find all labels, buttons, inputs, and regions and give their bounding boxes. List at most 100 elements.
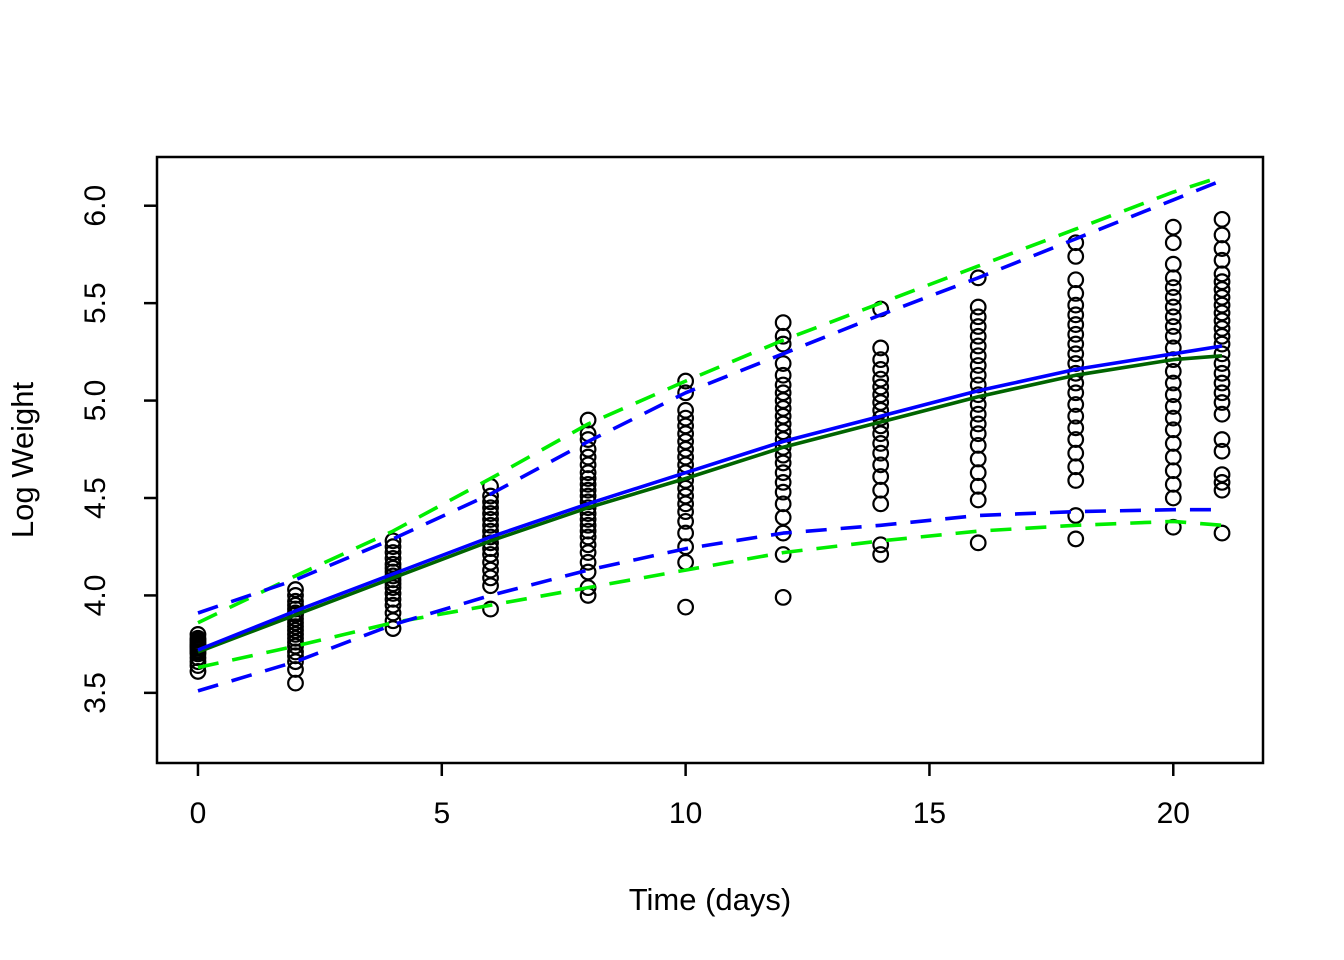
data-point (774, 355, 792, 372)
data-point (482, 511, 499, 528)
data-point (384, 596, 402, 614)
data-point (1213, 226, 1231, 244)
data-point (1067, 345, 1085, 363)
data-point (774, 314, 792, 332)
data-point (1213, 431, 1231, 448)
data-point (677, 372, 695, 390)
data-point (1164, 288, 1182, 306)
data-point (677, 524, 695, 542)
data-point (872, 546, 890, 563)
data-point (579, 528, 597, 546)
y-axis-title: Log Weight (5, 381, 40, 538)
plot-frame (155, 155, 1265, 765)
data-point (1164, 421, 1182, 439)
data-point (1213, 273, 1231, 291)
data-point (287, 587, 304, 604)
data-point (969, 534, 987, 552)
data-point (579, 481, 597, 499)
data-point (482, 600, 499, 618)
data-point (1213, 355, 1231, 372)
data-point (1067, 316, 1085, 333)
data-point (872, 378, 890, 396)
y-tick-label: 4.0 (79, 575, 112, 617)
data-point (969, 477, 987, 495)
data-point (1164, 435, 1182, 452)
data-point (384, 550, 402, 567)
data-point (1213, 474, 1231, 491)
data-point (677, 538, 695, 556)
data-point (1213, 405, 1231, 423)
data-point (1164, 298, 1182, 316)
data-point (774, 366, 792, 384)
y-tick-label: 5.5 (79, 282, 112, 324)
data-point (677, 512, 695, 530)
x-axis-title: Time (days) (629, 882, 791, 917)
data-point (1067, 296, 1085, 314)
data-point (774, 509, 792, 526)
data-point (1067, 335, 1085, 353)
data-point (1164, 362, 1182, 380)
data-point (1067, 247, 1085, 265)
data-point (1164, 279, 1182, 296)
data-point (1067, 271, 1085, 289)
data-point (1067, 384, 1085, 402)
data-point (969, 464, 987, 482)
data-point (1067, 458, 1085, 476)
data-point (969, 327, 987, 345)
data-point (969, 405, 987, 423)
data-point (872, 370, 890, 388)
data-point (1213, 524, 1231, 542)
data-point (1067, 306, 1085, 324)
data-point (482, 505, 499, 522)
data-point (774, 546, 792, 563)
data-point (189, 625, 207, 643)
y-tick-label: 6.0 (79, 185, 112, 227)
data-point (969, 436, 987, 454)
data-point (287, 592, 304, 610)
data-point (579, 516, 597, 534)
upper-interval-blue-dashed (197, 178, 1223, 615)
data-point (1164, 308, 1182, 326)
data-point (1067, 396, 1085, 413)
data-point (677, 384, 695, 402)
data-point (774, 464, 792, 482)
data-point (969, 318, 987, 335)
data-point (482, 546, 499, 563)
data-point (1164, 448, 1182, 466)
data-point (1164, 409, 1182, 427)
data-point (774, 474, 792, 491)
data-point (482, 487, 499, 505)
data-point (872, 456, 890, 474)
data-point (969, 308, 987, 326)
data-point (774, 495, 792, 513)
data-point (1067, 431, 1085, 448)
data-point (774, 384, 792, 402)
data-point (384, 555, 402, 573)
data-point (287, 674, 304, 692)
data-point (872, 495, 890, 513)
data-point (482, 516, 499, 534)
y-tick-label: 5.0 (79, 380, 112, 422)
data-point (677, 401, 695, 419)
data-point (1213, 364, 1231, 382)
lower-interval-blue-dashed (197, 507, 1222, 693)
data-point (969, 491, 987, 509)
data-point (677, 409, 695, 427)
x-tick-label: 0 (190, 797, 207, 830)
data-point (872, 339, 890, 357)
data-point (1164, 374, 1182, 392)
y-tick-label: 3.5 (79, 672, 112, 714)
data-point (1213, 384, 1231, 402)
data-point (1164, 218, 1182, 236)
data-point (1213, 466, 1231, 484)
data-point (1067, 472, 1085, 489)
data-point (1067, 325, 1085, 343)
data-point (1067, 530, 1085, 548)
data-point (872, 435, 890, 452)
data-point (969, 366, 987, 384)
data-point (969, 269, 987, 287)
data-point (872, 351, 890, 369)
data-point (969, 337, 987, 355)
